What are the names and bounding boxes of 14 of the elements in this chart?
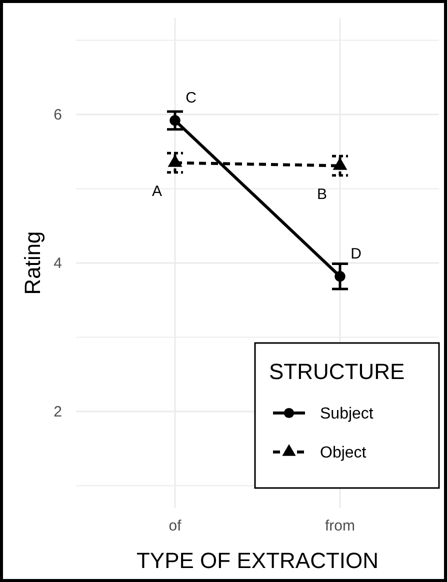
x-tick-label: of — [168, 518, 182, 535]
annotation: A — [152, 183, 162, 200]
annotation: B — [316, 186, 328, 203]
y-axis-title: Rating — [20, 231, 45, 295]
annotation: C — [186, 90, 197, 107]
annotation: D — [350, 246, 362, 263]
legend-title: STRUCTURE — [269, 359, 405, 384]
x-axis-title: TYPE OF EXTRACTION — [136, 548, 379, 573]
y-tick-label: 4 — [54, 254, 62, 272]
x-tick-label: from — [325, 518, 355, 535]
y-tick-label: 6 — [54, 106, 62, 124]
legend-label: Object — [320, 444, 367, 462]
legend-label: Subject — [320, 406, 374, 423]
y-tick-label: 2 — [54, 403, 62, 420]
